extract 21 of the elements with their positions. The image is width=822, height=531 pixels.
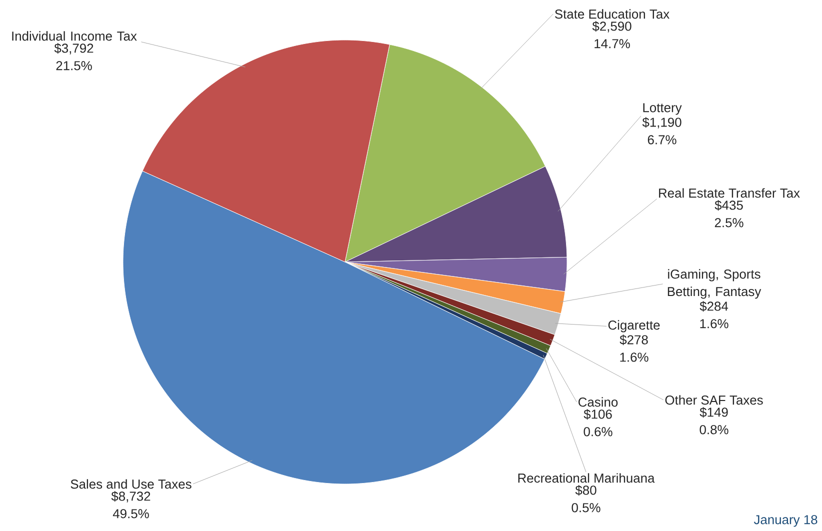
- slice-label: Recreational Marihuana: [518, 473, 655, 483]
- data-label: $284 1.6%: [700, 301, 728, 328]
- slice-label: iGaming, Sports Betting, Fantasy: [668, 269, 762, 299]
- slice-label: Cigarette: [608, 320, 660, 332]
- data-label: $106 0.6%: [584, 409, 612, 436]
- data-label: $278 1.6%: [620, 334, 648, 362]
- slice-label: Real Estate Transfer Tax: [659, 188, 800, 198]
- data-label: $80 0.5%: [572, 485, 600, 512]
- text: January 18: [754, 515, 818, 527]
- data-label: $2,590 14.7%: [592, 21, 632, 48]
- slice-label: Other SAF Taxes: [665, 395, 763, 405]
- slice-label: Lottery: [643, 103, 682, 115]
- slice-label: Sales and Use Taxes: [70, 479, 192, 489]
- data-label: $8,732 49.5%: [111, 491, 150, 518]
- data-label: $3,792 21.5%: [54, 43, 94, 70]
- slice-label: Casino: [578, 397, 618, 407]
- slice-label: State Education Tax: [555, 9, 670, 19]
- data-label: $1,190 6.7%: [642, 117, 682, 144]
- slice-label: Individual Income Tax: [12, 31, 137, 41]
- data-label: $149 0.8%: [700, 407, 728, 434]
- data-label: $435 2.5%: [714, 200, 744, 228]
